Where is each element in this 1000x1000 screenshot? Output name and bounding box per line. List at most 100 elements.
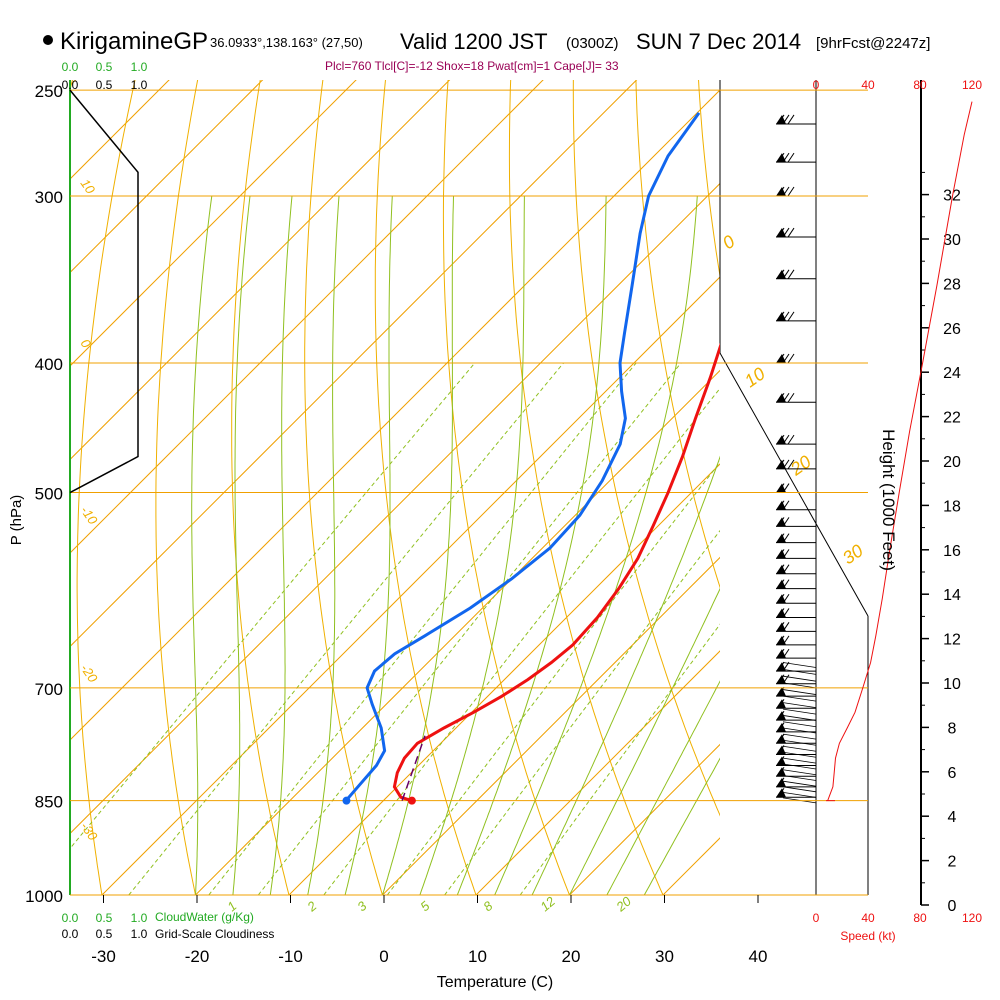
barb-shaft-low [782, 745, 817, 752]
barb-pennant [776, 756, 786, 766]
barb-pennant [776, 393, 786, 403]
barb-shaft-low [782, 689, 817, 695]
wind-barb [776, 579, 816, 590]
thermo-diagram [70, 66, 1000, 923]
barb-shaft-low [782, 682, 817, 689]
cloudiness-profile [69, 89, 139, 494]
pressure-tick-label: 700 [35, 680, 63, 699]
moist-adiabat [191, 195, 213, 895]
wind-barb [776, 622, 816, 632]
mixing-ratio-line [386, 461, 720, 895]
barb-shaft-low [782, 727, 817, 734]
barb-pennant [776, 500, 786, 510]
speed-tick-bottom: 80 [913, 911, 927, 925]
x-tick-label: 40 [749, 947, 768, 966]
mixing-ratio-line [208, 362, 637, 895]
barb-pennant [776, 228, 786, 238]
mixing-ratio-line [444, 529, 720, 895]
isotherm-line [70, 80, 544, 554]
cloudiness-tick-bottom: 0.5 [96, 927, 113, 941]
barb-flag [787, 152, 795, 163]
speed-tick-top: 0 [813, 78, 820, 92]
frames [69, 80, 922, 905]
speed-tick-top: 80 [913, 78, 927, 92]
barb-pennant [776, 435, 786, 445]
barb-pennant [776, 153, 786, 163]
barb-pennant [776, 687, 786, 697]
moist-adiabat [344, 195, 393, 895]
barb-pennant [776, 114, 786, 124]
speed-tick-top: 40 [861, 78, 875, 92]
barb-flag [787, 459, 795, 470]
valid-main: Valid 1200 JST [400, 29, 548, 54]
isotherm-line [568, 743, 720, 895]
barb-shaft-low [782, 708, 817, 715]
cloudwater-tick-top: 1.0 [131, 60, 148, 74]
wind-barb [776, 549, 816, 559]
pressure-tick-label: 300 [35, 188, 63, 207]
dry-adiabat [572, 80, 720, 817]
barb-pennant [776, 777, 786, 787]
parcel-line [401, 735, 426, 801]
moist-adiabat-label: 10 [741, 363, 769, 391]
moist-adiabat [269, 195, 293, 895]
wind-barb [776, 186, 816, 197]
wind-barb [776, 686, 816, 697]
speed-tick-bottom: 120 [962, 911, 982, 925]
wind-barb [776, 593, 816, 604]
height-tick-label: 0 [948, 898, 957, 915]
isotherm-line [70, 89, 720, 741]
dewpoint-line [344, 112, 701, 802]
wind-barb [776, 722, 816, 733]
barb-pennant [776, 594, 786, 604]
moist-adiabat [643, 757, 720, 895]
surface-dewpoint-dot [342, 796, 351, 805]
barb-pennant [776, 622, 786, 632]
moist-adiabat [232, 195, 251, 895]
barb-pennant [776, 354, 786, 364]
dry-adiabat [155, 80, 199, 895]
moist-adiabat [531, 455, 720, 895]
barb-flag [787, 353, 795, 364]
dry-adiabat [374, 80, 477, 895]
dry-adiabat-label: 10 [78, 176, 99, 197]
x-tick-label: -10 [278, 947, 303, 966]
header: KirigamineGP 36.0933°,138.163° (27,50) V… [43, 28, 930, 73]
wind-barb [776, 500, 816, 511]
barb-pennant [776, 564, 786, 574]
barb-shaft-low [782, 780, 817, 787]
speed-tick-top: 120 [962, 78, 982, 92]
barb-flag [787, 269, 795, 280]
barb-pennant [776, 788, 786, 798]
barb-shaft-low [782, 751, 817, 758]
height-tick-label: 24 [943, 365, 961, 382]
dry-adiabat [508, 80, 664, 895]
isotherm-line [475, 650, 720, 895]
mixing-ratio-line [70, 362, 476, 850]
barb-shaft-low [782, 702, 817, 709]
isotherm-line [70, 80, 451, 461]
speed-tick-bottom: 0 [813, 911, 820, 925]
height-tick-label: 2 [948, 854, 957, 871]
height-tick-label: 4 [948, 809, 957, 826]
dry-adiabat [822, 66, 1000, 923]
barb-shaft-low [782, 775, 817, 781]
isotherm-line [70, 80, 357, 367]
dry-adiabat [635, 80, 720, 589]
cloudiness-tick-top: 1.0 [131, 78, 148, 92]
moist-adiabat [456, 195, 607, 895]
wind-speed-line [827, 101, 973, 801]
isotherm-line [288, 463, 720, 895]
moist-adiabat [494, 195, 698, 895]
height-tick-label: 22 [943, 410, 961, 427]
mixing-ratio-label: 2 [304, 898, 321, 915]
mixing-ratio-line [257, 362, 682, 895]
moist-adiabat-label: 30 [839, 540, 867, 568]
barb-flag [787, 186, 795, 197]
wind-barb [776, 733, 816, 744]
station-coords: 36.0933°,138.163° (27,50) [210, 35, 363, 50]
barb-shaft-low [782, 733, 817, 740]
dry-adiabat [304, 80, 384, 895]
x-axis-title: Temperature (C) [437, 974, 553, 991]
cloudwater-title: CloudWater (g/Kg) [155, 910, 254, 924]
